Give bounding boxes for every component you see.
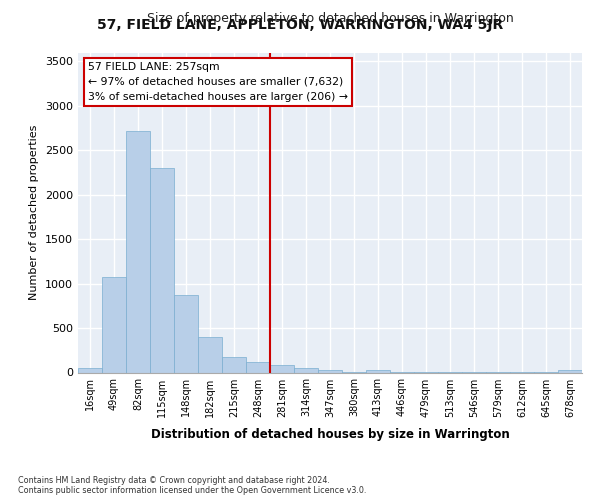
Text: Contains HM Land Registry data © Crown copyright and database right 2024.
Contai: Contains HM Land Registry data © Crown c… — [18, 476, 367, 495]
Bar — [270, 366, 294, 372]
Bar — [150, 168, 174, 372]
Bar — [222, 358, 246, 372]
Text: 57 FIELD LANE: 257sqm
← 97% of detached houses are smaller (7,632)
3% of semi-de: 57 FIELD LANE: 257sqm ← 97% of detached … — [88, 62, 348, 102]
Bar — [198, 337, 222, 372]
Bar — [174, 295, 198, 372]
Bar — [294, 368, 318, 372]
X-axis label: Distribution of detached houses by size in Warrington: Distribution of detached houses by size … — [151, 428, 509, 441]
Bar — [318, 370, 342, 372]
Text: 57, FIELD LANE, APPLETON, WARRINGTON, WA4 5JR: 57, FIELD LANE, APPLETON, WARRINGTON, WA… — [97, 18, 503, 32]
Title: Size of property relative to detached houses in Warrington: Size of property relative to detached ho… — [146, 12, 514, 25]
Bar — [102, 276, 126, 372]
Y-axis label: Number of detached properties: Number of detached properties — [29, 125, 40, 300]
Bar — [78, 368, 102, 372]
Bar — [366, 370, 390, 372]
Bar — [126, 130, 150, 372]
Bar — [558, 370, 582, 372]
Bar — [246, 362, 270, 372]
